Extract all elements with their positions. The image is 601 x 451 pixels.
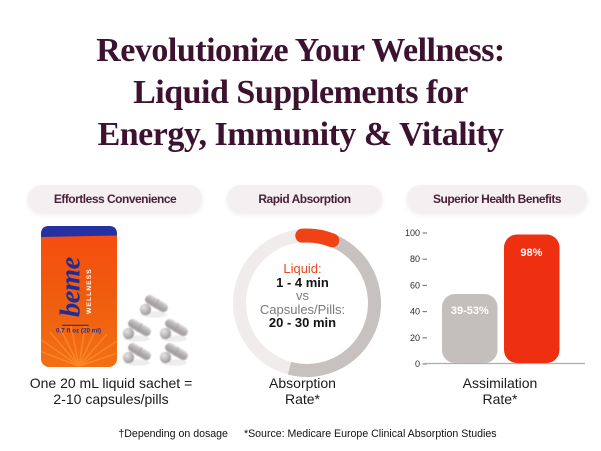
- svg-text:20: 20: [410, 333, 420, 343]
- svg-text:98%: 98%: [520, 247, 542, 259]
- svg-text:40: 40: [410, 307, 420, 317]
- svg-text:0.7 fl oz (20 ml): 0.7 fl oz (20 ml): [56, 328, 101, 335]
- svg-text:39-53%: 39-53%: [451, 305, 489, 317]
- svg-text:100: 100: [405, 228, 420, 238]
- svg-text:80: 80: [410, 254, 420, 264]
- svg-text:60: 60: [410, 280, 420, 290]
- svg-text:WELLNESS: WELLNESS: [86, 268, 93, 314]
- svg-text:0: 0: [415, 359, 420, 368]
- svg-text:beme: beme: [56, 256, 87, 317]
